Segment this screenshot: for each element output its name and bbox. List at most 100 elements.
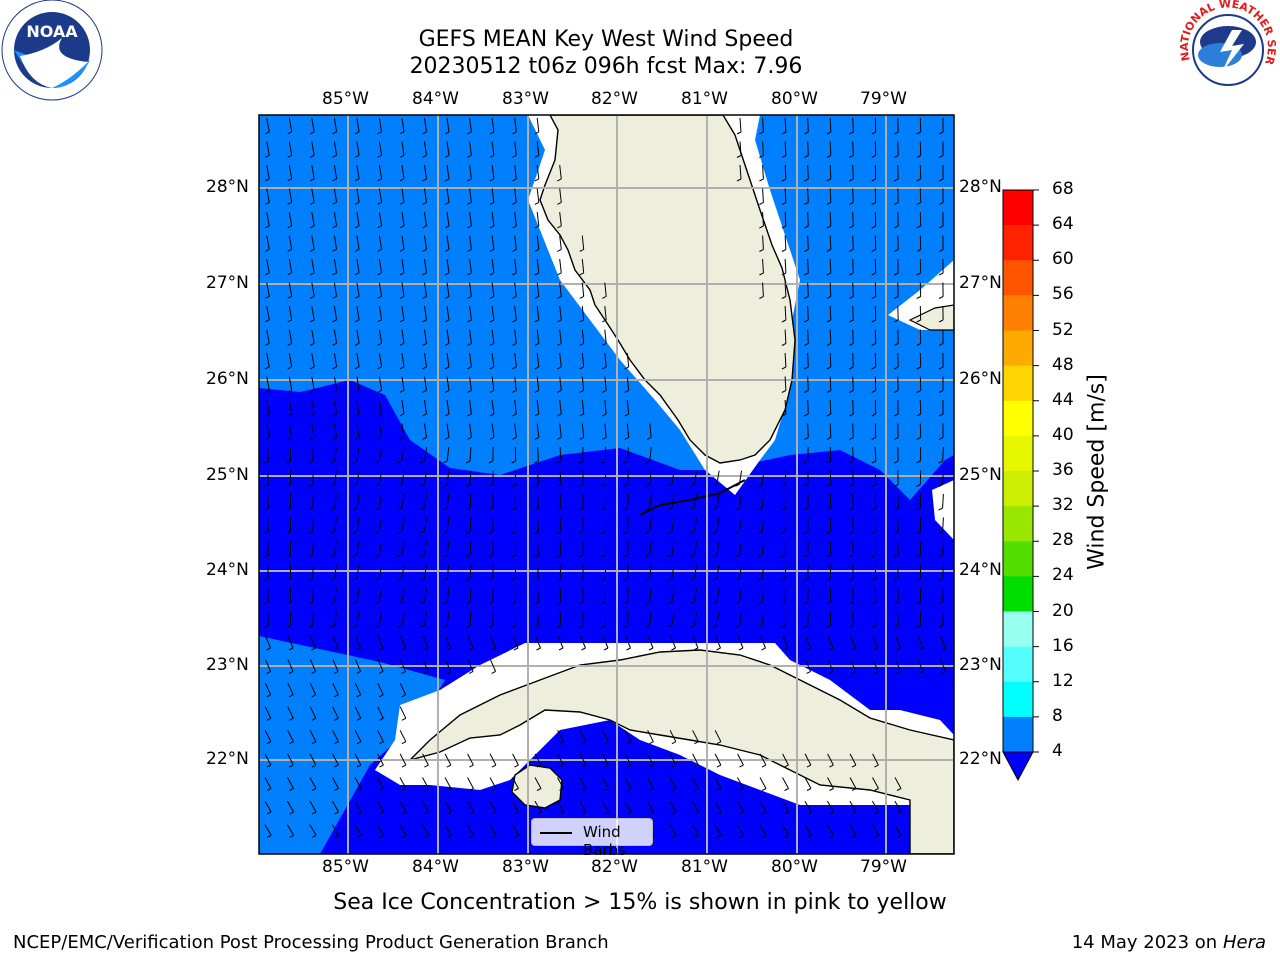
wind-barb <box>330 588 337 605</box>
wind-barb <box>309 777 317 791</box>
wind-barb <box>781 376 787 393</box>
legend-label: Wind Barbs <box>583 823 626 859</box>
wind-barb <box>556 470 562 487</box>
wind-barb <box>940 635 946 651</box>
colorbar-tick-label: 28 <box>1052 530 1074 551</box>
wind-barb <box>826 493 832 511</box>
wind-barb <box>804 800 812 815</box>
wind-barb <box>442 588 450 605</box>
colorbar-segment <box>1003 646 1033 683</box>
wind-barb <box>690 611 698 628</box>
wind-barb <box>511 540 517 558</box>
wind-barb <box>309 376 315 393</box>
florida-keys <box>639 479 746 516</box>
wind-barb <box>849 753 857 768</box>
wind-barb <box>512 306 517 323</box>
wind-barb <box>512 635 519 651</box>
wind-barb <box>488 611 494 628</box>
wind-barb <box>287 188 293 205</box>
wind-barb <box>893 164 899 182</box>
wind-barb <box>330 564 337 581</box>
wind-barb <box>512 165 517 182</box>
wind-barb <box>308 446 314 464</box>
wind-barb <box>399 423 405 440</box>
wind-barb <box>264 824 272 838</box>
wind-barb <box>691 800 700 815</box>
wind-barb <box>489 329 495 346</box>
wind-barb <box>804 164 809 182</box>
wind-barb <box>309 188 315 205</box>
wind-barb <box>826 423 832 440</box>
wind-barb <box>916 188 922 205</box>
wind-barb <box>579 376 585 393</box>
wind-barb <box>354 376 360 393</box>
wind-barb <box>265 353 270 370</box>
wind-barb <box>759 824 767 838</box>
lon-tick-top: 84°W <box>412 89 459 109</box>
wind-barb <box>287 730 294 745</box>
wind-barb <box>422 777 429 791</box>
wind-barb <box>399 376 405 393</box>
wind-barb <box>893 188 899 205</box>
wind-barb <box>601 493 607 511</box>
wind-barb <box>330 517 337 534</box>
wind-barb <box>489 777 497 791</box>
wind-barb <box>667 564 675 581</box>
colorbar-segment <box>1003 365 1033 402</box>
wind-barb <box>667 611 675 628</box>
wind-barb <box>893 329 899 346</box>
wind-barb <box>782 777 789 791</box>
wind-barb <box>442 494 450 511</box>
wind-barb <box>422 188 427 205</box>
wind-barb <box>736 141 742 158</box>
wind-barb <box>712 517 720 534</box>
wind-barb <box>804 188 809 205</box>
wind-barb <box>805 635 811 651</box>
wind-barb <box>781 282 787 299</box>
wind-barb <box>670 635 676 651</box>
lon-tick-bottom: 85°W <box>322 857 369 877</box>
wind-barb <box>893 282 899 299</box>
colorbar-tick-label: 64 <box>1052 214 1074 235</box>
wind-barb <box>690 494 698 511</box>
wind-barb <box>894 824 902 838</box>
colorbar-segment <box>1003 400 1033 437</box>
wind-barb <box>556 587 562 605</box>
wind-barb <box>534 306 540 323</box>
wind-barb <box>422 141 427 158</box>
wind-barb <box>422 329 427 346</box>
wind-barb <box>871 117 877 135</box>
wind-barb <box>534 777 542 791</box>
wind-barb <box>534 611 539 628</box>
wind-barb <box>938 305 944 323</box>
wind-barb <box>645 494 652 511</box>
wind-barb <box>309 165 315 182</box>
wind-barb <box>557 777 564 791</box>
wind-barb <box>601 587 607 605</box>
wind-barb <box>556 800 565 815</box>
wind-barb <box>397 517 405 534</box>
wind-barb <box>444 235 450 252</box>
wind-barb <box>264 470 269 487</box>
wind-barb <box>781 824 790 838</box>
wind-barb <box>331 824 340 838</box>
wind-barb <box>264 493 269 511</box>
wind-barb <box>826 352 832 370</box>
wind-barb <box>512 118 517 135</box>
wind-barb <box>534 470 539 487</box>
wind-barb <box>377 730 384 745</box>
wind-barb <box>422 259 427 276</box>
wind-barb <box>872 635 879 651</box>
colorbar-tick-label: 20 <box>1052 600 1074 621</box>
wind-barb <box>309 329 315 346</box>
wind-barb <box>377 329 383 346</box>
wind-barb <box>714 730 722 745</box>
wind-barb <box>893 493 899 511</box>
wind-barb <box>352 588 360 605</box>
wind-barb <box>287 353 293 370</box>
wind-barb <box>287 259 293 276</box>
wind-barb <box>309 282 315 299</box>
wind-barb <box>377 376 383 393</box>
wind-barb <box>308 611 314 628</box>
wind-barb <box>489 118 495 135</box>
